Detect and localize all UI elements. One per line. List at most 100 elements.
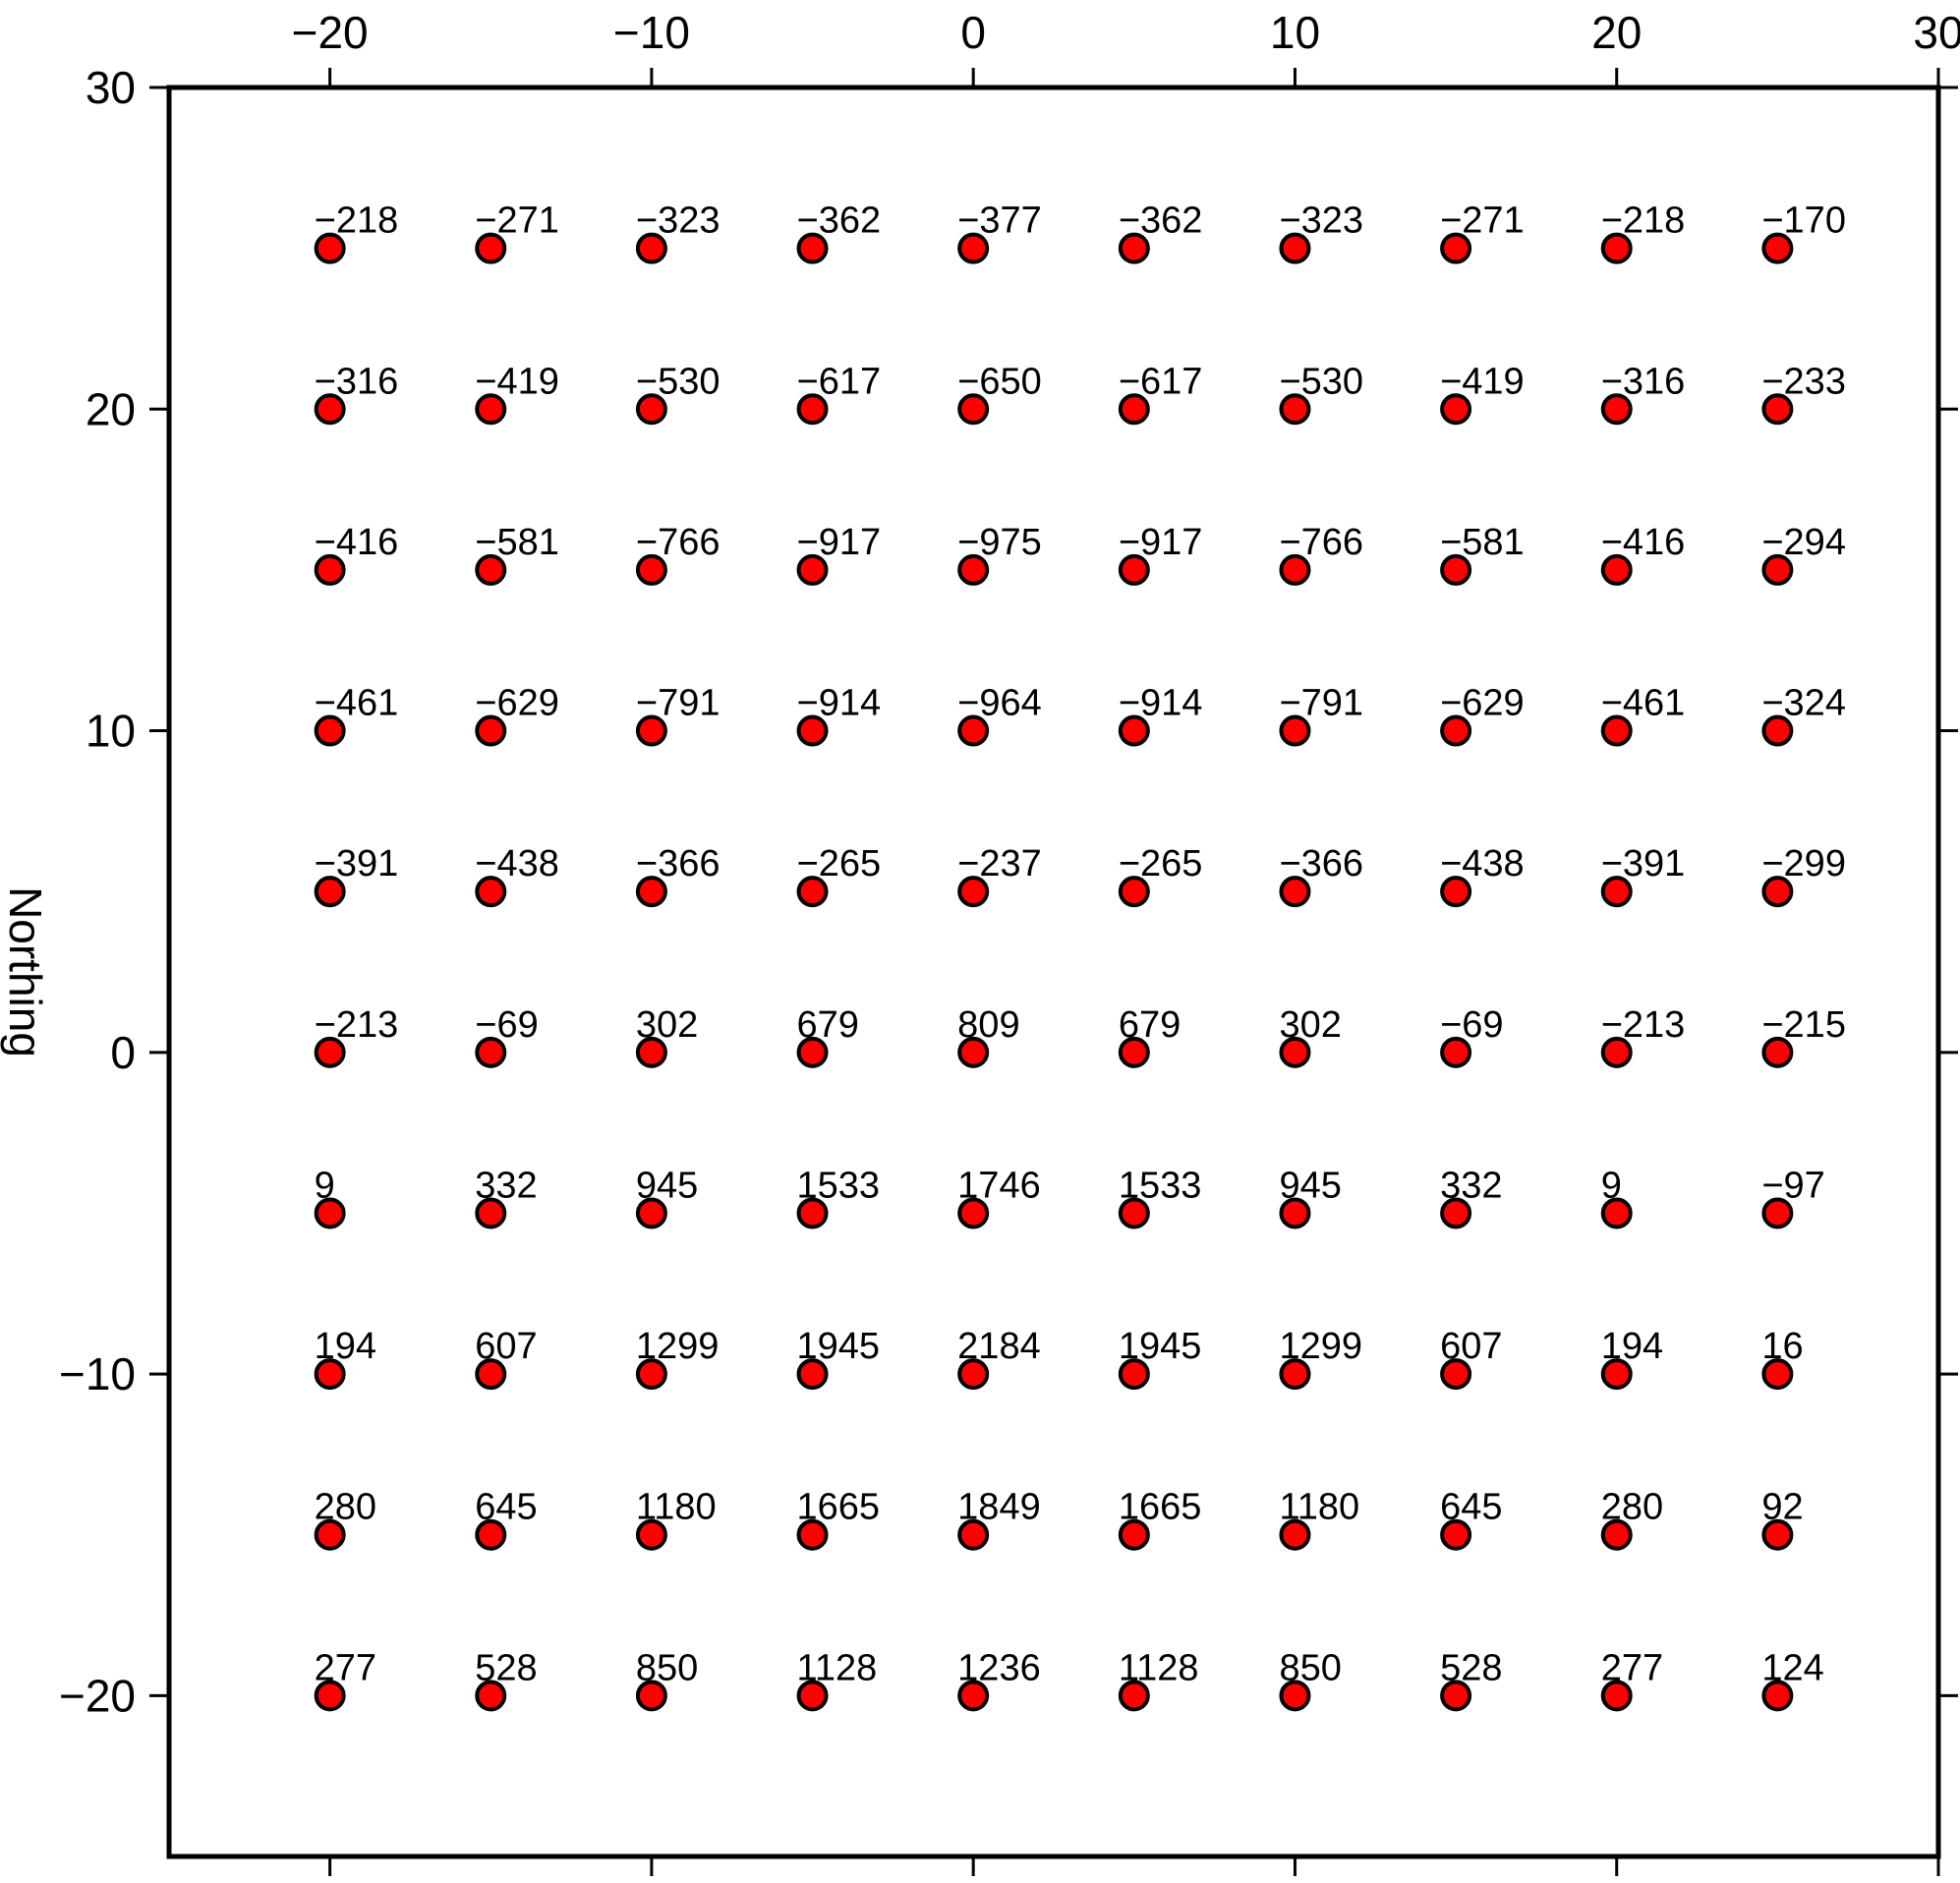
data-label: 9 <box>1601 1165 1622 1206</box>
data-label: −69 <box>475 1004 538 1046</box>
data-label: −391 <box>1601 843 1686 884</box>
data-label: 645 <box>1440 1487 1502 1528</box>
data-point <box>796 232 829 264</box>
data-label: −69 <box>1440 1004 1503 1046</box>
data-point <box>1600 714 1633 747</box>
data-point <box>314 1358 346 1391</box>
data-point <box>1279 1197 1311 1229</box>
data-point <box>1118 714 1150 747</box>
data-label: −366 <box>1279 843 1363 884</box>
data-point <box>796 876 829 908</box>
data-label: −323 <box>636 200 721 242</box>
data-point <box>796 714 829 747</box>
data-point <box>1440 232 1472 264</box>
data-point <box>1440 1197 1472 1229</box>
data-label: −97 <box>1761 1165 1824 1206</box>
data-label: 332 <box>475 1165 537 1206</box>
data-labels: −218 −271 −323 −362 −377 −362 −323 −271 −218 −170… <box>315 200 1846 1689</box>
data-point <box>1118 1358 1150 1391</box>
data-point <box>957 1197 990 1229</box>
data-label: 1533 <box>797 1165 881 1206</box>
data-label: 1533 <box>1119 1165 1202 1206</box>
data-label: 277 <box>315 1647 376 1688</box>
data-point <box>635 393 667 426</box>
data-label: −416 <box>1601 522 1686 563</box>
data-point <box>1279 1358 1311 1391</box>
data-point <box>1600 876 1633 908</box>
data-label: −265 <box>797 843 882 884</box>
data-label: −391 <box>315 843 399 884</box>
data-label: 9 <box>315 1165 335 1206</box>
data-point <box>957 876 990 908</box>
y-tick-label: 20 <box>86 383 136 434</box>
data-point <box>1440 1680 1472 1712</box>
data-label: −271 <box>1440 200 1525 242</box>
data-label: −362 <box>797 200 882 242</box>
x-tick-label: −10 <box>613 7 690 58</box>
data-point <box>1600 1680 1633 1712</box>
data-label: 16 <box>1761 1326 1803 1367</box>
data-point <box>314 1197 346 1229</box>
data-point <box>796 393 829 426</box>
plot-frame <box>166 85 1941 1859</box>
data-label: 1236 <box>957 1647 1041 1688</box>
data-label: 945 <box>636 1165 698 1206</box>
data-point <box>796 1680 829 1712</box>
data-label: 1180 <box>1279 1487 1359 1528</box>
data-label: 679 <box>1119 1004 1181 1046</box>
data-point <box>635 1358 667 1391</box>
y-tick-label: 10 <box>86 706 136 757</box>
data-point <box>1600 1036 1633 1068</box>
data-point <box>1279 232 1311 264</box>
data-point <box>1761 876 1794 908</box>
data-point <box>957 232 990 264</box>
data-point <box>1761 393 1794 426</box>
data-label: −964 <box>957 683 1042 724</box>
data-label: −294 <box>1761 522 1846 563</box>
data-label: 280 <box>315 1487 376 1528</box>
data-label: 1665 <box>797 1487 881 1528</box>
data-label: 607 <box>475 1326 537 1367</box>
data-label: −438 <box>475 843 559 884</box>
data-label: −237 <box>957 843 1042 884</box>
data-label: −324 <box>1761 683 1846 724</box>
data-label: −617 <box>1119 361 1203 402</box>
data-point <box>1279 1036 1311 1068</box>
data-point <box>1279 1680 1311 1712</box>
data-point <box>1279 714 1311 747</box>
data-point <box>1600 393 1633 426</box>
data-label: −629 <box>475 683 559 724</box>
data-label: −170 <box>1761 200 1846 242</box>
data-label: −581 <box>475 522 559 563</box>
data-label: 332 <box>1440 1165 1502 1206</box>
data-label: 280 <box>1601 1487 1663 1528</box>
data-label: −461 <box>315 683 399 724</box>
data-point <box>1440 553 1472 586</box>
data-point <box>957 393 990 426</box>
data-label: 945 <box>1279 1165 1341 1206</box>
data-point <box>1118 1680 1150 1712</box>
data-point <box>796 1358 829 1391</box>
data-point <box>1440 876 1472 908</box>
data-label: 645 <box>475 1487 537 1528</box>
data-label: 302 <box>636 1004 698 1046</box>
data-label: −766 <box>1279 522 1363 563</box>
data-point <box>314 393 346 426</box>
data-point <box>1279 1518 1311 1551</box>
data-label: −416 <box>315 522 399 563</box>
data-point <box>957 553 990 586</box>
data-label: −629 <box>1440 683 1525 724</box>
data-point <box>957 1518 990 1551</box>
data-label: −271 <box>475 200 559 242</box>
data-point <box>957 1036 990 1068</box>
x-tick-label: 10 <box>1270 7 1320 58</box>
data-label: −791 <box>1279 683 1363 724</box>
data-label: 1180 <box>636 1487 717 1528</box>
data-label: −914 <box>797 683 882 724</box>
data-label: 194 <box>1601 1326 1663 1367</box>
data-point <box>314 1680 346 1712</box>
data-point <box>1761 553 1794 586</box>
data-label: −766 <box>636 522 721 563</box>
data-label: 194 <box>315 1326 376 1367</box>
